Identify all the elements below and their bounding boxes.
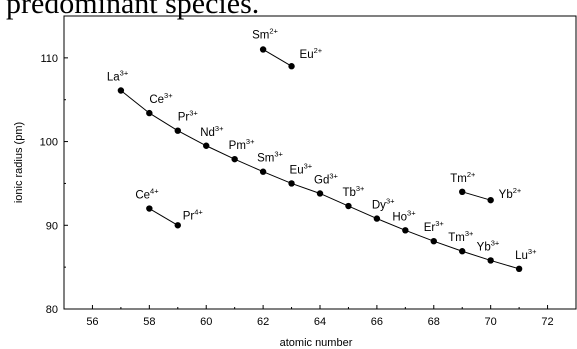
label-sm2plus: Sm2+ <box>252 26 278 41</box>
y-tick-label: 80 <box>46 304 58 316</box>
label-ce4plus: Ce4+ <box>135 187 159 202</box>
label-pr4plus: Pr4+ <box>183 207 204 222</box>
label-ce3plus: Ce3+ <box>149 91 173 106</box>
series-line-1 <box>262 49 292 67</box>
label-yb3plus: Yb3+ <box>477 238 500 253</box>
label-eu3plus: Eu3+ <box>290 161 313 176</box>
x-axis-label: atomic number <box>280 337 353 349</box>
label-er3plus: Er3+ <box>424 219 445 234</box>
point-yb2plus <box>487 196 494 204</box>
label-pm3plus: Pm3+ <box>229 137 255 152</box>
point-dy3plus <box>373 215 381 222</box>
y-tick-label: 100 <box>40 137 58 149</box>
label-yb2plus: Yb2+ <box>499 186 522 201</box>
label-eu2plus: Eu2+ <box>300 46 323 61</box>
point-gd3plus <box>316 190 324 197</box>
x-tick-label: 60 <box>200 316 212 328</box>
point-pr3plus <box>174 127 181 134</box>
point-lu3plus <box>515 265 523 273</box>
y-axis-label: ionic radius (pm) <box>13 122 25 203</box>
label-ho3plus: Ho3+ <box>392 208 416 223</box>
x-tick-label: 56 <box>86 316 98 328</box>
label-dy3plus: Dy3+ <box>372 197 395 212</box>
point-ce4plus <box>146 205 153 212</box>
label-gd3plus: Gd3+ <box>314 171 339 186</box>
plot-frame <box>63 15 577 310</box>
x-tick-label: 72 <box>541 316 553 328</box>
point-tm3plus <box>459 248 466 255</box>
series-line-2 <box>462 191 491 201</box>
label-tb3plus: Tb3+ <box>342 184 365 199</box>
point-tm2plus <box>459 188 466 195</box>
x-tick-label: 70 <box>485 316 497 328</box>
y-tick-label: 110 <box>40 53 58 65</box>
point-ce3plus <box>146 109 153 117</box>
label-pr3plus: Pr3+ <box>178 109 199 124</box>
point-eu3plus <box>288 180 295 187</box>
label-lu3plus: Lu3+ <box>515 247 537 262</box>
point-eu2plus <box>288 63 295 70</box>
caption-fragment: predominant species. <box>6 0 260 20</box>
point-la3plus <box>117 87 125 94</box>
x-tick-label: 64 <box>314 316 326 328</box>
point-pr4plus <box>174 222 181 229</box>
point-sm2plus <box>259 46 267 53</box>
x-tick-label: 66 <box>371 316 383 328</box>
label-tm3plus: Tm3+ <box>448 229 474 244</box>
point-tb3plus <box>345 202 352 210</box>
point-yb3plus <box>487 257 494 264</box>
x-tick-label: 58 <box>143 316 155 328</box>
label-tm2plus: Tm2+ <box>450 170 476 185</box>
series-line-3 <box>149 208 179 226</box>
x-tick-label: 62 <box>257 316 269 328</box>
x-tick-label: 68 <box>428 316 440 328</box>
label-la3plus: La3+ <box>107 69 129 84</box>
point-ho3plus <box>402 227 409 234</box>
y-tick-label: 90 <box>46 220 58 232</box>
point-er3plus <box>430 237 437 245</box>
point-nd3plus <box>203 142 210 149</box>
point-pm3plus <box>231 155 238 163</box>
label-sm3plus: Sm3+ <box>257 150 283 165</box>
label-nd3plus: Nd3+ <box>200 124 224 139</box>
point-sm3plus <box>259 168 267 175</box>
